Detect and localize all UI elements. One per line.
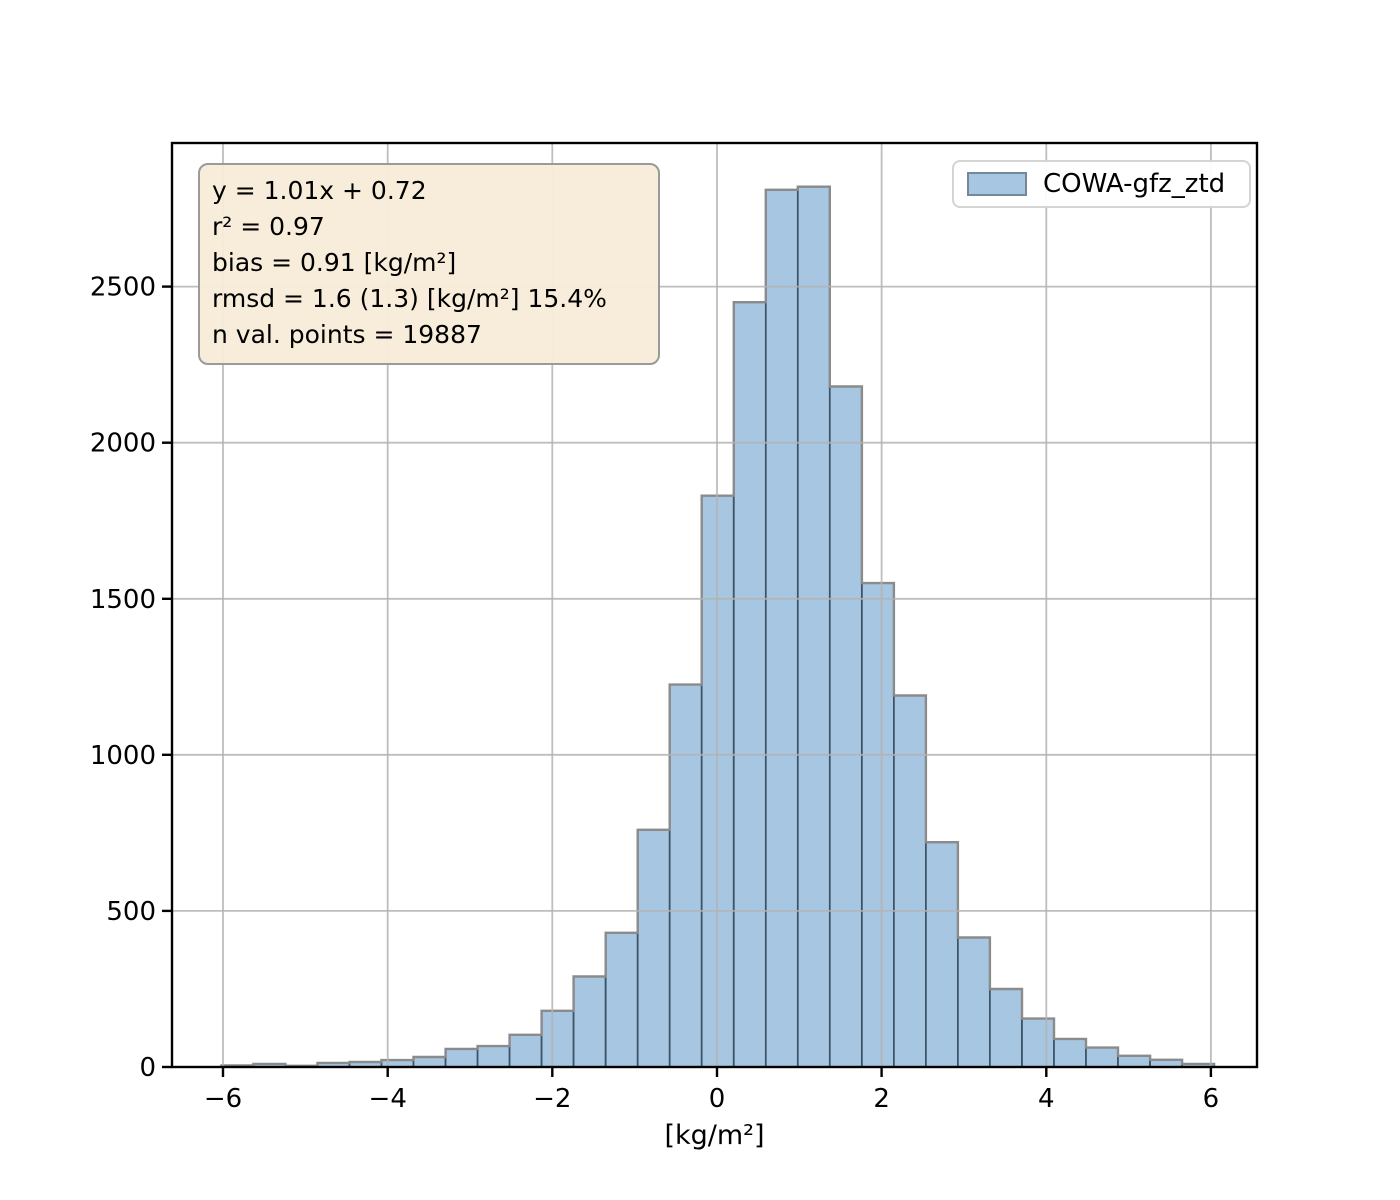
- histogram-bar: [508, 1033, 543, 1068]
- y-tick-label: 0: [139, 1053, 156, 1083]
- histogram-bar: [957, 936, 991, 1068]
- x-tick-label: 0: [709, 1084, 726, 1114]
- histogram-bar: [861, 582, 895, 1068]
- histogram-bar: [636, 828, 671, 1068]
- histogram-bar: [572, 975, 607, 1068]
- histogram-bar: [668, 683, 703, 1068]
- x-axis-label: [kg/m²]: [664, 1120, 765, 1151]
- histogram-bar: [1053, 1038, 1087, 1068]
- x-tick-label: −2: [533, 1084, 571, 1114]
- histogram-bar: [989, 988, 1023, 1068]
- histogram-bar: [476, 1045, 511, 1068]
- histogram-bar: [732, 301, 767, 1068]
- plot-frame: [170, 141, 1259, 1069]
- y-tick-label: 500: [106, 897, 156, 927]
- y-tick-label: 2500: [90, 273, 156, 303]
- histogram-bar: [925, 841, 959, 1068]
- stats-line-npoints: n val. points = 19887: [212, 320, 482, 349]
- stats-line-r2: r² = 0.97: [212, 212, 325, 241]
- histogram-bar: [444, 1048, 479, 1068]
- legend-label: COWA-gfz_ztd: [1043, 169, 1226, 199]
- x-tick-label: 2: [873, 1084, 890, 1114]
- histogram-bar: [604, 931, 639, 1068]
- histogram-bar: [828, 385, 863, 1068]
- histogram-bar: [764, 188, 799, 1068]
- y-tick-label: 2000: [90, 429, 156, 459]
- stats-line-rmsd: rmsd = 1.6 (1.3) [kg/m²] 15.4%: [212, 284, 607, 313]
- histogram-bar: [412, 1056, 447, 1068]
- y-tick-label: 1500: [90, 585, 156, 615]
- histogram-bar: [1021, 1017, 1055, 1068]
- histogram-bar: [540, 1009, 575, 1068]
- x-tick-label: −4: [369, 1084, 407, 1114]
- stats-line-bias: bias = 0.91 [kg/m²]: [212, 248, 457, 277]
- stats-annotation-box: y = 1.01x + 0.72 r² = 0.97 bias = 0.91 […: [198, 163, 660, 365]
- stats-line-fit: y = 1.01x + 0.72: [212, 176, 427, 205]
- legend-swatch: [967, 172, 1027, 196]
- x-tick-label: −6: [204, 1084, 242, 1114]
- histogram-bar: [1085, 1046, 1119, 1068]
- histogram-bar: [1117, 1054, 1151, 1068]
- histogram-bar: [796, 185, 831, 1068]
- x-tick-label: 4: [1038, 1084, 1055, 1114]
- x-tick-label: 6: [1203, 1084, 1220, 1114]
- legend: COWA-gfz_ztd: [952, 160, 1251, 208]
- y-tick-label: 1000: [90, 741, 156, 771]
- histogram-bar: [893, 694, 927, 1068]
